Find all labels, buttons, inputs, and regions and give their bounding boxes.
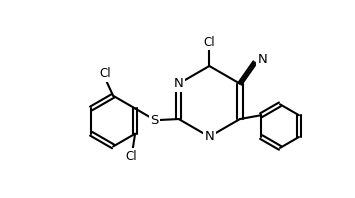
Text: Cl: Cl — [126, 150, 137, 163]
Text: N: N — [257, 53, 267, 66]
Text: N: N — [204, 130, 214, 143]
Text: Cl: Cl — [203, 36, 215, 49]
Text: Cl: Cl — [99, 67, 111, 80]
Text: S: S — [151, 114, 159, 127]
Text: N: N — [174, 77, 184, 90]
